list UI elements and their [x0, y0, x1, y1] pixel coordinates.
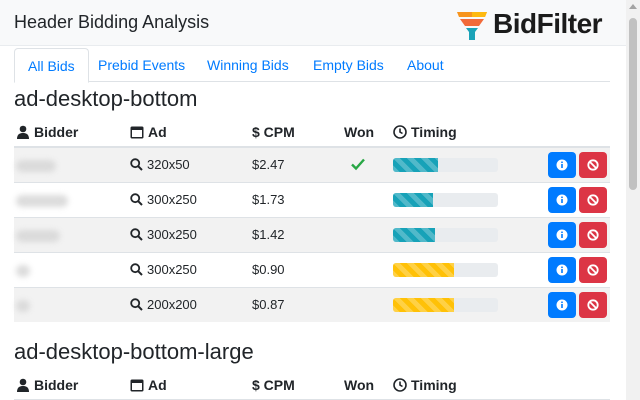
info-icon — [556, 159, 568, 171]
column-timing: Timing — [393, 377, 457, 393]
app-header: Header Bidding Analysis BidFilter — [0, 0, 626, 46]
timing-progress — [393, 158, 498, 172]
column-cpm: $ CPM — [252, 124, 295, 140]
check-icon — [351, 158, 365, 171]
app-title: Header Bidding Analysis — [14, 12, 210, 32]
tab-all-bids[interactable]: All Bids — [14, 48, 89, 83]
clock-icon — [393, 125, 407, 139]
timing-progress-fill — [393, 158, 439, 172]
timing-progress — [393, 263, 498, 277]
clock-icon — [393, 378, 407, 392]
bidder-name-redacted — [16, 230, 60, 242]
tab-prebid-events[interactable]: Prebid Events — [98, 57, 186, 73]
bidder-name-redacted — [16, 265, 30, 277]
column-cpm: $ CPM — [252, 377, 295, 393]
ad-window-icon — [130, 126, 144, 138]
block-bidder-button[interactable] — [579, 257, 607, 283]
ad-size-cell: 300x250 — [130, 227, 197, 242]
block-bidder-button[interactable] — [579, 152, 607, 178]
bidder-name-redacted — [16, 300, 30, 312]
column-ad: Ad — [130, 377, 167, 393]
ad-size-cell: 300x250 — [130, 262, 197, 277]
column-timing: Timing — [393, 124, 457, 140]
column-won: Won — [344, 377, 375, 393]
info-button[interactable] — [548, 257, 576, 283]
info-icon — [556, 299, 568, 311]
section-title: ad-desktop-bottom — [14, 86, 198, 111]
ad-size: 200x200 — [147, 297, 197, 312]
timing-progress-fill — [393, 298, 454, 312]
cpm-value: $0.90 — [252, 262, 285, 277]
column-ad: Ad — [130, 124, 167, 140]
ad-size-cell: 300x250 — [130, 192, 197, 207]
info-button[interactable] — [548, 187, 576, 213]
timing-progress-fill — [393, 228, 435, 242]
tab-about[interactable]: About — [407, 57, 444, 73]
scrollbar-thumb[interactable] — [629, 18, 637, 190]
search-icon — [130, 158, 143, 171]
timing-progress — [393, 193, 498, 207]
table-row: 300x250 $1.73 — [14, 182, 610, 217]
table-row: 320x50 $2.47 — [14, 147, 610, 182]
bidder-name-redacted — [16, 160, 56, 172]
cpm-value: $2.47 — [252, 157, 285, 172]
block-bidder-button[interactable] — [579, 187, 607, 213]
scroll-up-arrow-icon[interactable] — [629, 4, 637, 9]
timing-progress-fill — [393, 263, 454, 277]
timing-progress — [393, 228, 498, 242]
ban-icon — [587, 159, 599, 171]
section-title: ad-desktop-bottom-large — [14, 339, 254, 364]
bidfilter-logo-icon — [457, 12, 487, 40]
tab-winning-bids[interactable]: Winning Bids — [207, 57, 289, 73]
ad-size-cell: 200x200 — [130, 297, 197, 312]
ad-size: 300x250 — [147, 227, 197, 242]
ad-size: 300x250 — [147, 192, 197, 207]
table-header: Bidder Ad $ CPM Won Timing — [14, 371, 610, 400]
info-button[interactable] — [548, 152, 576, 178]
search-icon — [130, 298, 143, 311]
block-bidder-button[interactable] — [579, 222, 607, 248]
table-header: Bidder Ad $ CPM Won Timing — [14, 118, 610, 148]
cpm-value: $0.87 — [252, 297, 285, 312]
tab-empty-bids[interactable]: Empty Bids — [313, 57, 384, 73]
info-icon — [556, 194, 568, 206]
cpm-value: $1.73 — [252, 192, 285, 207]
ad-size: 320x50 — [147, 157, 190, 172]
info-icon — [556, 264, 568, 276]
info-button[interactable] — [548, 292, 576, 318]
table-row: 300x250 $1.42 — [14, 217, 610, 252]
ad-size-cell: 320x50 — [130, 157, 190, 172]
bidfilter-logo: BidFilter — [455, 6, 615, 40]
search-icon — [130, 263, 143, 276]
ad-size: 300x250 — [147, 262, 197, 277]
search-icon — [130, 193, 143, 206]
timing-progress-fill — [393, 193, 433, 207]
logo-text: BidFilter — [493, 8, 603, 39]
ban-icon — [587, 299, 599, 311]
user-icon — [17, 378, 29, 392]
block-bidder-button[interactable] — [579, 292, 607, 318]
table-row: 300x250 $0.90 — [14, 252, 610, 287]
info-icon — [556, 229, 568, 241]
ban-icon — [587, 194, 599, 206]
nav-tabs: All Bids Prebid Events Winning Bids Empt… — [14, 48, 610, 83]
ban-icon — [587, 264, 599, 276]
user-icon — [17, 125, 29, 139]
cpm-value: $1.42 — [252, 227, 285, 242]
column-bidder: Bidder — [16, 124, 78, 140]
ad-window-icon — [130, 379, 144, 391]
ban-icon — [587, 229, 599, 241]
table-row: 200x200 $0.87 — [14, 287, 610, 322]
info-button[interactable] — [548, 222, 576, 248]
timing-progress — [393, 298, 498, 312]
vertical-scrollbar[interactable] — [626, 0, 640, 400]
column-won: Won — [344, 124, 375, 140]
column-bidder: Bidder — [16, 377, 78, 393]
bidder-name-redacted — [16, 195, 68, 207]
search-icon — [130, 228, 143, 241]
